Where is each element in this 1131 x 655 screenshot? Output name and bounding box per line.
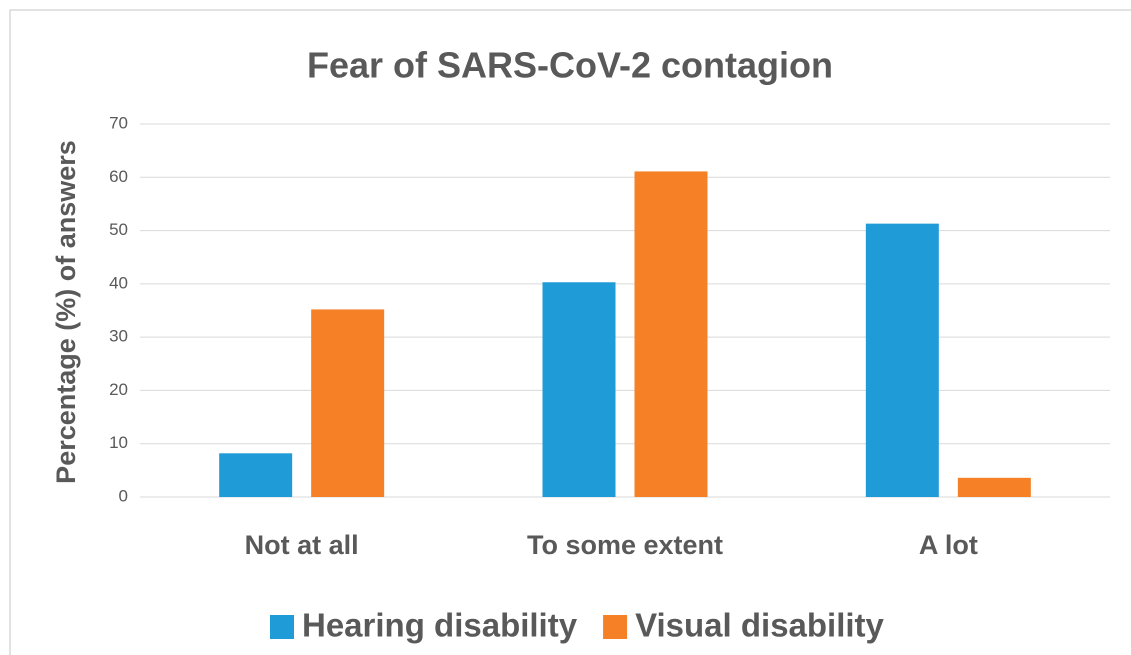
y-axis-label: Percentage (%) of answers	[51, 140, 81, 484]
bar	[634, 171, 708, 497]
legend-label: Visual disability	[635, 607, 884, 644]
legend-swatch	[270, 615, 294, 639]
y-tick-label: 50	[109, 220, 128, 239]
y-tick-label: 30	[109, 327, 128, 346]
x-tick-label: Not at all	[245, 530, 359, 560]
chart-title: Fear of SARS-CoV-2 contagion	[307, 45, 833, 86]
bar	[865, 223, 939, 497]
y-tick-label: 20	[109, 380, 128, 399]
y-tick-label: 70	[109, 113, 128, 132]
y-tick-label: 10	[109, 433, 128, 452]
y-tick-label: 60	[109, 167, 128, 186]
legend-label: Hearing disability	[302, 607, 578, 644]
bar	[311, 309, 385, 497]
y-tick-label: 0	[119, 486, 128, 505]
y-tick-label: 40	[109, 273, 128, 292]
x-tick-label: To some extent	[527, 530, 723, 560]
bar	[957, 477, 1031, 497]
bar	[219, 453, 293, 497]
bar	[542, 282, 616, 497]
legend-swatch	[603, 615, 628, 639]
x-tick-label: A lot	[919, 530, 978, 560]
